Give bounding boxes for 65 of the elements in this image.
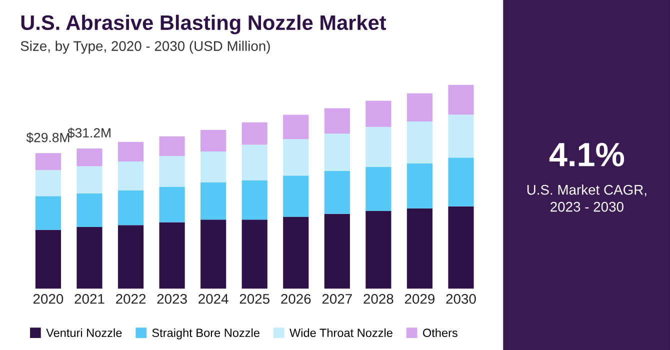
- bar: [324, 108, 350, 134]
- x-tick-label: 2025: [240, 294, 270, 304]
- bar: [366, 167, 392, 212]
- bar: [200, 130, 226, 152]
- bar: [118, 190, 144, 226]
- bar: [406, 208, 433, 289]
- bar: [406, 122, 433, 164]
- bar: [448, 206, 474, 289]
- bar: [324, 214, 350, 289]
- bar: [283, 114, 309, 140]
- bar: [242, 220, 268, 289]
- bar: [35, 170, 62, 196]
- bar: [200, 220, 226, 289]
- bar: [76, 148, 102, 166]
- text: U.S. Market CAGR, 2023 - 2030: [527, 184, 646, 212]
- x-tick-label: 2023: [157, 294, 187, 304]
- text: 4.1%: [549, 142, 624, 166]
- x-tick-label: 2027: [322, 294, 352, 304]
- bar: [242, 180, 268, 220]
- bar: [76, 226, 102, 289]
- bar: [159, 136, 185, 156]
- bar: [159, 222, 185, 289]
- annotation: $31.2M: [68, 128, 110, 138]
- bar: [366, 211, 392, 289]
- bar: [200, 152, 226, 182]
- bar: [283, 216, 309, 289]
- bar: [159, 186, 185, 222]
- x-tick-label: 2020: [33, 294, 64, 304]
- bar: [406, 93, 433, 122]
- bar: [76, 166, 102, 194]
- bar: [76, 193, 102, 227]
- bar: [118, 225, 144, 289]
- x-tick-label: 2021: [74, 294, 104, 304]
- chart-subtitle: Size, by Type, 2020 - 2030 (USD Million): [20, 40, 270, 54]
- bar: [366, 100, 392, 127]
- bar: [448, 158, 474, 206]
- x-tick-label: 2030: [446, 294, 476, 304]
- bar: [118, 142, 144, 162]
- bar: [366, 126, 392, 168]
- bar: [242, 144, 268, 180]
- bar: [324, 170, 350, 214]
- bar: [283, 139, 309, 176]
- bar: [35, 230, 62, 289]
- legend-label: Straight Bore Nozzle: [152, 328, 260, 340]
- x-tick-label: 2029: [404, 294, 434, 304]
- x-tick-label: 2026: [281, 294, 311, 304]
- bar: [448, 84, 474, 115]
- bar: [448, 114, 474, 158]
- bar: [159, 156, 185, 187]
- x-tick-label: 2022: [116, 294, 146, 304]
- bar: [242, 122, 268, 145]
- bar: [35, 153, 62, 170]
- bar: [283, 176, 309, 217]
- bar: [35, 196, 62, 230]
- x-tick-label: 2028: [364, 294, 394, 304]
- annotation: $29.8M: [26, 132, 70, 143]
- bar: [118, 162, 144, 190]
- legend-label: Wide Throat Nozzle: [290, 328, 392, 338]
- chart-title: U.S. Abrasive Blasting Nozzle Market: [21, 14, 386, 34]
- bar: [324, 134, 350, 171]
- legend-label: Others: [423, 328, 458, 338]
- legend-label: Venturi Nozzle: [46, 328, 122, 338]
- bar: [200, 182, 226, 220]
- x-tick-label: 2024: [198, 294, 228, 304]
- bar: [406, 164, 433, 208]
